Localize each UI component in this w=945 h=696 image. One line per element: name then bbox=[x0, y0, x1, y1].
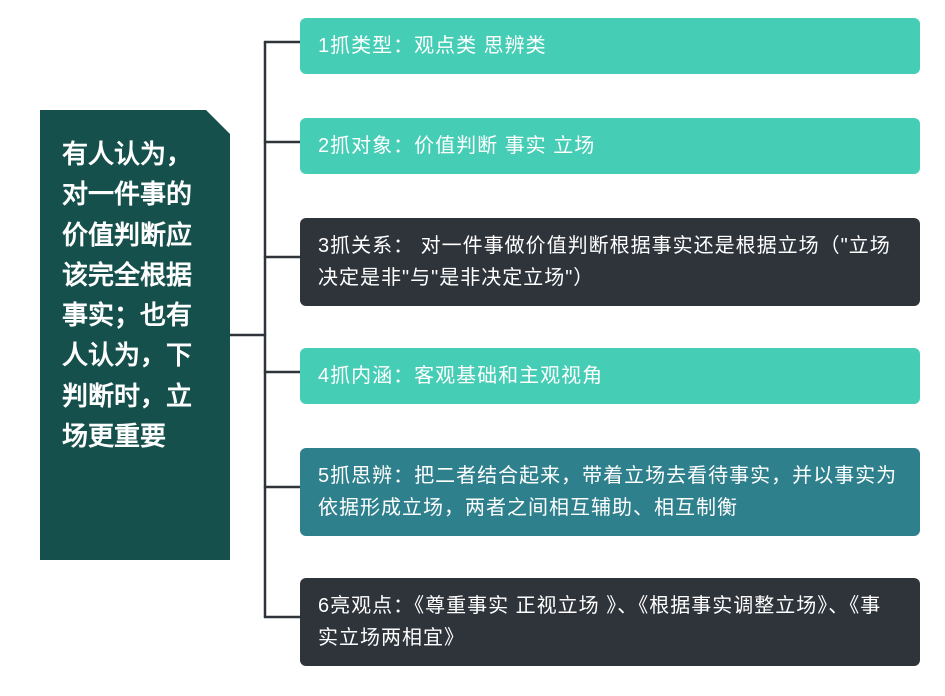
child-text-5: 5抓思辨：把二者结合起来，带着立场去看待事实，并以事实为依据形成立场，两者之间相… bbox=[318, 465, 897, 519]
child-node-5: 5抓思辨：把二者结合起来，带着立场去看待事实，并以事实为依据形成立场，两者之间相… bbox=[300, 448, 920, 536]
child-text-3: 3抓关系： 对一件事做价值判断根据事实还是根据立场（"立场决定是非"与"是非决定… bbox=[318, 235, 891, 289]
child-text-6: 6亮观点：《尊重事实 正视立场 》、《根据事实调整立场》、《事实立场两相宜》 bbox=[318, 595, 881, 649]
root-node: 有人认为，对一件事的价值判断应该完全根据事实；也有人认为，下判断时，立场更重要 bbox=[40, 110, 230, 560]
fold-corner-icon bbox=[206, 110, 230, 134]
child-node-1: 1抓类型：观点类 思辨类 bbox=[300, 18, 920, 74]
child-text-2: 2抓对象：价值判断 事实 立场 bbox=[318, 135, 595, 157]
root-text: 有人认为，对一件事的价值判断应该完全根据事实；也有人认为，下判断时，立场更重要 bbox=[62, 139, 192, 451]
child-node-2: 2抓对象：价值判断 事实 立场 bbox=[300, 118, 920, 174]
child-node-4: 4抓内涵：客观基础和主观视角 bbox=[300, 348, 920, 404]
child-text-1: 1抓类型：观点类 思辨类 bbox=[318, 35, 547, 57]
child-node-6: 6亮观点：《尊重事实 正视立场 》、《根据事实调整立场》、《事实立场两相宜》 bbox=[300, 578, 920, 666]
diagram-canvas: 有人认为，对一件事的价值判断应该完全根据事实；也有人认为，下判断时，立场更重要 1… bbox=[0, 0, 945, 696]
child-text-4: 4抓内涵：客观基础和主观视角 bbox=[318, 365, 603, 387]
child-node-3: 3抓关系： 对一件事做价值判断根据事实还是根据立场（"立场决定是非"与"是非决定… bbox=[300, 218, 920, 306]
